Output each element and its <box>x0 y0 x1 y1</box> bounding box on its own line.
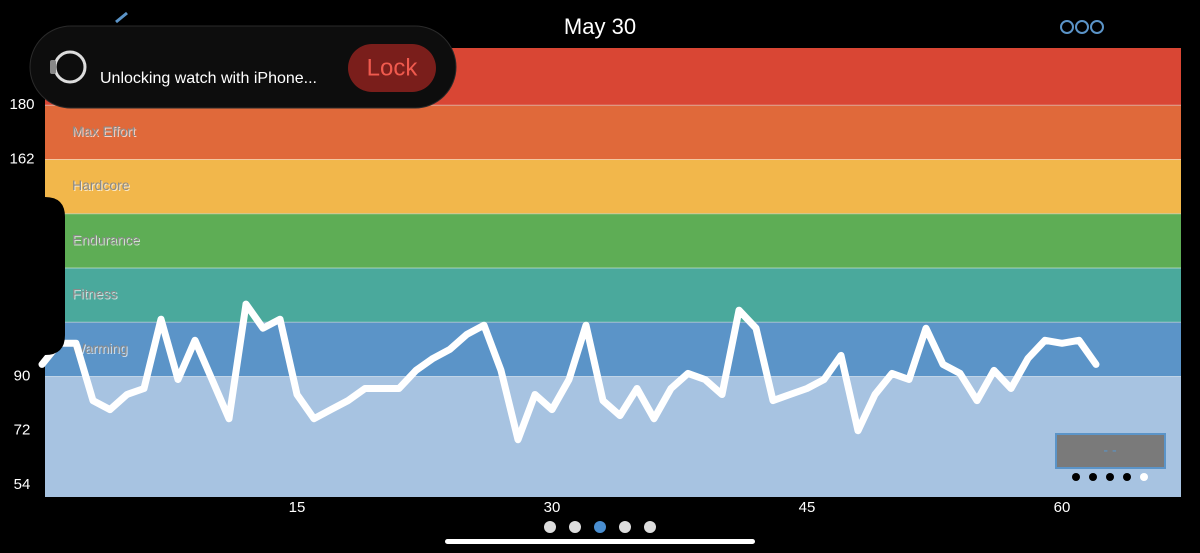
notification: Unlocking watch with iPhone... Lock <box>29 25 457 109</box>
y-tick-label: 54 <box>14 476 31 493</box>
zone-label-shadow: Hardcore <box>73 178 131 194</box>
notification-message: Unlocking watch with iPhone... <box>100 70 317 87</box>
date-title: May 30 <box>564 14 636 39</box>
lock-label[interactable]: Lock <box>367 54 419 81</box>
x-tick-label: 45 <box>799 499 816 516</box>
heart-rate-line <box>38 300 1100 444</box>
more-button[interactable] <box>1060 20 1104 34</box>
zone-label-shadow: Warming <box>73 341 129 357</box>
control-button[interactable] <box>1055 433 1166 469</box>
zone-band <box>45 159 1181 214</box>
lock-button[interactable] <box>348 44 436 92</box>
zone-label: Hardcore <box>72 177 130 193</box>
edit-icon[interactable] <box>115 11 128 24</box>
control-dots <box>1072 473 1148 481</box>
zone-label-shadow: Max Effort <box>73 124 137 140</box>
x-tick-label: 60 <box>1054 499 1071 516</box>
x-tick-label: 30 <box>544 499 561 516</box>
zone-label: Endurance <box>72 231 140 247</box>
y-tick-label: 90 <box>14 367 31 384</box>
zone-label: Fitness <box>72 286 117 302</box>
y-tick-label: 180 <box>9 96 34 113</box>
x-tick-label: 15 <box>289 499 306 516</box>
notification-banner <box>29 25 457 109</box>
zone-band <box>45 213 1181 268</box>
control-label[interactable]: - - <box>1103 442 1117 458</box>
y-tick-label: 162 <box>9 150 34 167</box>
zone-label: Warming <box>72 340 128 356</box>
page-indicator <box>544 521 656 533</box>
home-indicator <box>445 539 755 544</box>
sensor-notch <box>0 197 65 355</box>
y-tick-label: 72 <box>14 422 31 439</box>
zone-label: Max Effort <box>72 123 136 139</box>
zone-band <box>45 267 1181 323</box>
zone-label-shadow: Endurance <box>73 232 141 248</box>
zone-band <box>45 105 1181 160</box>
zone-band <box>45 322 1181 377</box>
watch-crown <box>50 60 56 74</box>
zone-label-shadow: Fitness <box>73 287 118 303</box>
